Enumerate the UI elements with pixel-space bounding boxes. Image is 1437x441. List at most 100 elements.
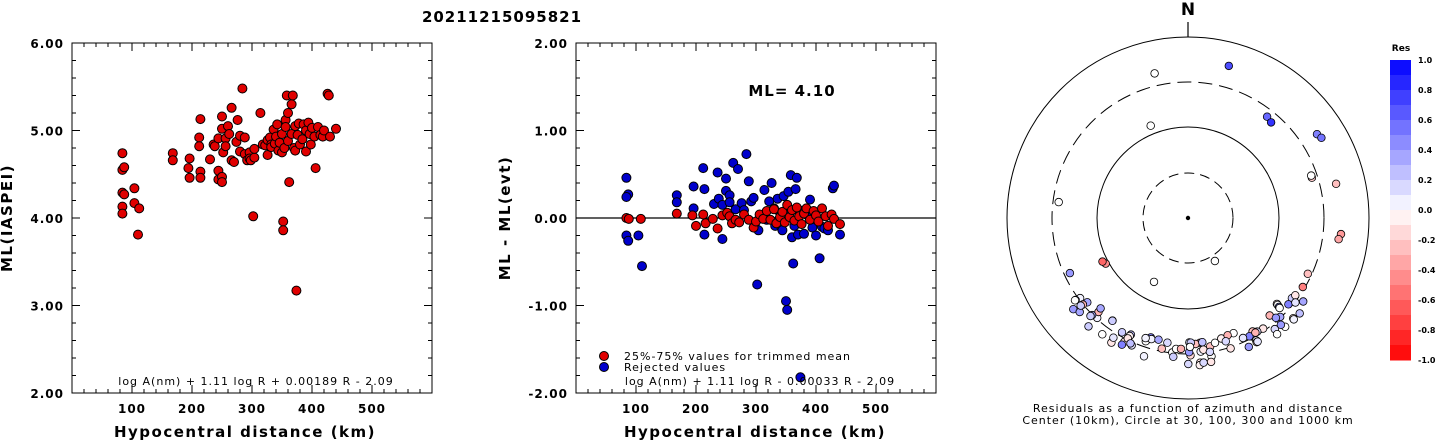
colorbar-segment xyxy=(1390,330,1411,346)
data-point xyxy=(733,164,743,174)
station-point xyxy=(1205,347,1215,357)
colorbar-tick-label: 0.2 xyxy=(1418,176,1432,185)
colorbar-segment xyxy=(1390,120,1411,136)
data-point xyxy=(310,163,321,174)
data-point xyxy=(134,203,145,214)
station-point xyxy=(1271,313,1281,322)
data-point xyxy=(280,122,291,132)
colorbar-segment xyxy=(1390,255,1411,271)
north-label: N xyxy=(1181,0,1195,20)
data-point xyxy=(781,296,791,307)
station-point xyxy=(1210,338,1220,347)
y-tick-label: 2.00 xyxy=(534,37,568,51)
x-tick-label: 400 xyxy=(802,402,830,416)
data-point xyxy=(687,210,698,221)
station-point xyxy=(1199,358,1208,367)
data-point xyxy=(805,194,815,205)
data-point xyxy=(623,235,634,246)
data-point xyxy=(621,192,632,202)
data-point xyxy=(741,149,752,160)
data-point xyxy=(743,176,754,187)
data-point xyxy=(721,173,731,184)
data-point xyxy=(671,197,682,208)
y-tick-label: 5.00 xyxy=(30,125,64,139)
station-point xyxy=(1146,121,1155,130)
data-point xyxy=(699,229,710,240)
colorbar-segment xyxy=(1390,285,1411,301)
data-point xyxy=(220,141,231,152)
data-point xyxy=(194,132,205,143)
station-point xyxy=(1117,328,1127,337)
y-tick-label: 4.00 xyxy=(30,212,64,226)
colorbar-segment xyxy=(1390,135,1411,151)
colorbar-segment xyxy=(1390,240,1411,256)
station-point xyxy=(1276,320,1286,329)
station-point xyxy=(1291,298,1300,307)
data-point xyxy=(195,172,206,183)
colorbar-tick-label: -0.6 xyxy=(1418,296,1436,305)
station-point xyxy=(1210,256,1220,266)
data-point xyxy=(671,208,682,219)
colorbar-segment xyxy=(1390,75,1411,91)
station-point xyxy=(1317,133,1326,142)
y-axis-label: ML - ML(evt) xyxy=(496,156,514,280)
station-point xyxy=(1331,179,1341,188)
data-point xyxy=(323,90,334,101)
data-point xyxy=(249,152,260,163)
data-point xyxy=(119,162,130,173)
colorbar-tick-label: 0.4 xyxy=(1418,146,1433,155)
data-point xyxy=(782,304,793,315)
station-point xyxy=(1289,315,1298,324)
station-point xyxy=(1054,197,1063,207)
data-point xyxy=(633,230,644,241)
station-point xyxy=(1149,277,1159,287)
station-point xyxy=(1086,311,1095,321)
station-point xyxy=(1303,269,1312,278)
ring-30km xyxy=(1142,172,1234,264)
station-point xyxy=(1291,291,1300,300)
station-point xyxy=(1084,322,1093,331)
data-point xyxy=(829,180,839,191)
data-point xyxy=(766,178,777,188)
data-point xyxy=(286,99,297,110)
ml-value-label: ML= 4.10 xyxy=(748,82,835,100)
colorbar-segment xyxy=(1390,315,1411,331)
data-point xyxy=(811,230,821,241)
data-point xyxy=(278,225,289,236)
data-point xyxy=(734,217,745,228)
data-point xyxy=(700,218,711,229)
data-point xyxy=(183,163,194,174)
colorbar-segment xyxy=(1390,210,1411,226)
legend-marker-trimmed xyxy=(599,351,609,361)
data-point xyxy=(712,223,723,234)
y-tick-label: 0.00 xyxy=(534,212,568,226)
station-point xyxy=(1109,333,1118,342)
data-point xyxy=(319,125,329,136)
station-point xyxy=(1272,330,1282,339)
data-point xyxy=(623,213,634,224)
epicenter-dot xyxy=(1185,215,1191,221)
station-point xyxy=(1169,352,1178,361)
data-points xyxy=(621,149,845,383)
data-point xyxy=(184,172,195,183)
page-title: 20211215095821 xyxy=(422,8,582,26)
y-tick-label: 2.00 xyxy=(30,387,64,401)
colorbar-segment xyxy=(1390,225,1411,241)
x-tick-label: 200 xyxy=(682,402,710,416)
data-point xyxy=(217,177,227,188)
colorbar-tick-label: 0.6 xyxy=(1418,116,1433,125)
data-point xyxy=(301,146,311,157)
colorbar-segment xyxy=(1390,60,1411,76)
data-point xyxy=(224,129,235,139)
data-point xyxy=(835,229,845,240)
data-point xyxy=(791,172,802,183)
station-point xyxy=(1126,339,1135,348)
data-point xyxy=(699,184,710,195)
ml-vs-distance-panel: 2.00 3.00 4.00 5.00 6.00 100 200 300 400 500 log … xyxy=(0,37,433,441)
station-point xyxy=(1251,328,1260,337)
station-point xyxy=(1098,257,1107,266)
colorbar-tick-label: 0.0 xyxy=(1418,206,1433,215)
data-point xyxy=(835,219,845,230)
data-point xyxy=(291,285,302,296)
